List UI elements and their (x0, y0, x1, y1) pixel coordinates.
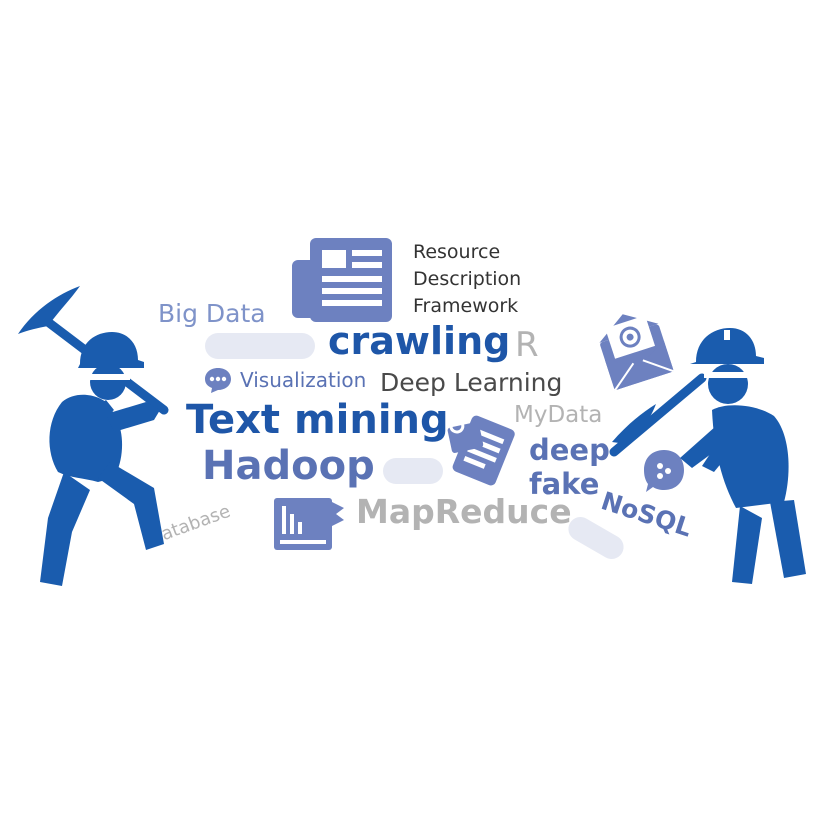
word-fake: fake (529, 467, 600, 501)
word-deep: deep (529, 433, 610, 467)
left-miner-figure (14, 282, 214, 602)
word-visualization: Visualization (240, 368, 367, 392)
word-text-mining: Text mining (186, 397, 449, 443)
newspaper-icon (290, 238, 394, 322)
word-mydata: MyData (514, 402, 603, 428)
rdf-line-1: Resource (413, 241, 501, 263)
word-mapreduce: MapReduce (356, 492, 572, 531)
right-miner-figure (606, 322, 816, 592)
rdf-line-3: Framework (413, 295, 519, 317)
clipboard-icon (438, 410, 526, 494)
chat-dots-icon (640, 446, 688, 498)
pill-decoration (383, 458, 443, 484)
word-deep-learning: Deep Learning (380, 368, 563, 397)
word-hadoop: Hadoop (202, 443, 375, 489)
word-r: R (515, 325, 539, 365)
book-icon (272, 496, 346, 552)
rdf-line-2: Description (413, 268, 522, 290)
word-big-data: Big Data (158, 299, 266, 328)
word-crawling: crawling (328, 319, 511, 363)
email-icon (590, 306, 682, 398)
chat-bubble-icon (203, 366, 233, 394)
pill-decoration (205, 333, 315, 359)
